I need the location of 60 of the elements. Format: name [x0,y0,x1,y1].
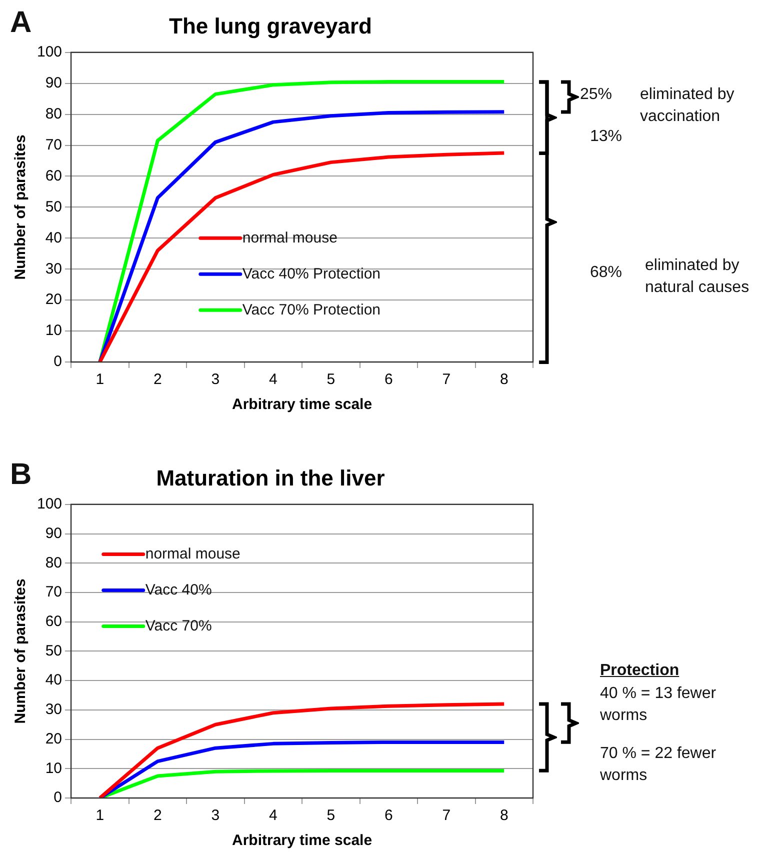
y-tick-label: 70 [45,584,62,601]
x-tick-label: 6 [384,807,393,824]
y-axis-title: Number of parasites [12,578,30,724]
x-tick-label: 7 [442,807,451,824]
text: Protection [600,661,680,681]
text: B [10,458,32,492]
y-tick-label: 90 [45,74,62,92]
y-tick-label: 40 [45,229,62,246]
text: 40 % = 13 fewer worms [600,684,718,726]
x-tick-label: 5 [326,807,336,824]
x-tick-label: 4 [268,371,278,388]
x-tick-label: 1 [96,371,104,388]
text: 70 % = 22 fewer worms [600,744,718,786]
y-tick-label: 30 [45,260,62,278]
chart-title: Maturation in the liver [156,465,386,490]
text: 25% [580,85,612,105]
y-axis-title: Number of parasites [12,134,30,280]
x-tick-label: 3 [211,807,220,824]
x-tick-label: 2 [153,371,162,388]
x-tick-label: 8 [500,807,508,824]
legend-label: Vacc 40% [145,581,212,598]
legend-label: Vacc 70% [145,617,212,634]
y-tick-label: 10 [45,760,62,777]
text: A [10,6,32,40]
x-tick-label: 2 [153,807,162,824]
legend-label: normal mouse [145,545,240,562]
x-tick-label: 8 [500,371,508,388]
y-tick-label: 50 [45,642,62,660]
legend-label: Vacc 40% Protection [242,265,381,282]
y-tick-label: 40 [45,672,62,689]
y-tick-label: 0 [54,353,62,370]
y-tick-label: 100 [36,496,62,513]
x-tick-label: 4 [268,807,278,824]
x-tick-label: 7 [442,371,451,388]
y-tick-label: 30 [45,701,62,718]
y-tick-label: 20 [45,291,62,308]
text: 68% [590,263,622,283]
text: eliminated by vaccination [640,85,736,127]
x-tick-label: 1 [96,807,104,824]
x-axis-title: Arbitrary time scale [232,832,372,850]
y-tick-label: 60 [45,167,62,184]
y-tick-label: 0 [54,789,62,806]
y-tick-label: 90 [45,524,62,542]
y-tick-label: 20 [45,730,62,748]
x-tick-label: 3 [211,371,220,388]
x-axis-title: Arbitrary time scale [232,396,372,414]
legend-label: Vacc 70% Protection [242,301,381,318]
x-tick-label: 6 [384,371,393,388]
y-tick-label: 70 [45,136,62,154]
y-tick-label: 10 [45,322,62,340]
y-tick-label: 100 [36,44,62,61]
chart-title: The lung graveyard [169,13,372,38]
y-tick-label: 80 [45,554,62,572]
y-tick-label: 60 [45,612,62,630]
y-tick-label: 80 [45,105,62,122]
x-tick-label: 5 [326,371,336,388]
text: 13% [590,127,622,147]
legend-label: normal mouse [242,229,338,246]
y-tick-label: 50 [45,198,62,216]
text: eliminated by natural causes [645,256,750,298]
